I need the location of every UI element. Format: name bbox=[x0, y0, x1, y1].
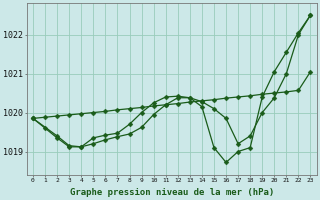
X-axis label: Graphe pression niveau de la mer (hPa): Graphe pression niveau de la mer (hPa) bbox=[70, 188, 274, 197]
